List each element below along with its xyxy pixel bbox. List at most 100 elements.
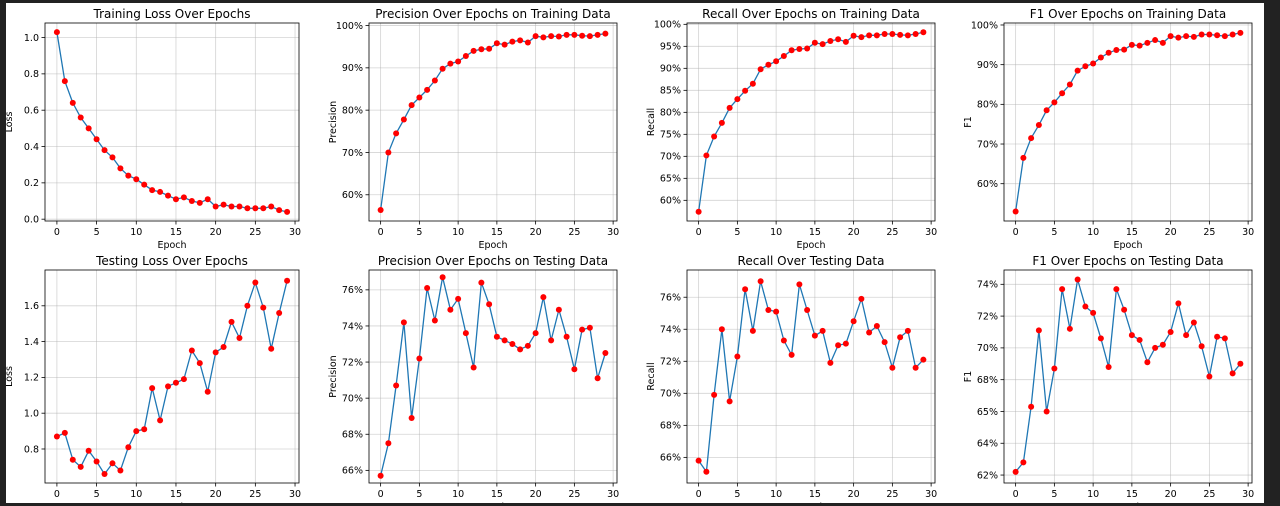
x-tick-label: 30	[1242, 489, 1254, 500]
x-tick-label: 5	[1051, 227, 1057, 238]
data-point	[284, 277, 291, 284]
data-point	[1113, 46, 1120, 53]
data-point	[920, 29, 927, 36]
x-axis-label: Epoch	[1113, 240, 1142, 251]
data-point	[1128, 332, 1135, 339]
y-tick-label: 72%	[977, 311, 998, 322]
x-tick-label: 10	[1087, 489, 1099, 500]
x-tick-label: 0	[378, 489, 384, 500]
data-point	[842, 38, 849, 45]
data-point	[1237, 360, 1244, 367]
x-tick-label: 0	[378, 227, 384, 238]
data-point	[244, 205, 251, 212]
data-point	[780, 53, 787, 59]
x-tick-label: 10	[130, 227, 142, 238]
data-point	[773, 58, 780, 65]
data-point	[1035, 327, 1042, 334]
y-tick-label: 90%	[342, 63, 363, 74]
data-point	[1012, 468, 1019, 475]
data-point	[172, 379, 179, 386]
data-point	[780, 337, 787, 344]
data-point	[1082, 63, 1089, 70]
data-point	[1035, 121, 1042, 128]
y-tick-label: 70%	[660, 152, 681, 163]
x-tick-label: 10	[452, 489, 464, 500]
y-tick-label: 80%	[342, 105, 363, 116]
y-tick-label: 1.0	[24, 408, 39, 419]
data-point	[711, 133, 718, 140]
data-point	[196, 199, 203, 206]
x-tick-label: 5	[734, 489, 740, 500]
data-point	[866, 329, 873, 336]
data-point	[1167, 33, 1174, 40]
data-point	[400, 319, 407, 326]
y-tick-label: 74%	[977, 280, 998, 291]
plot-frame	[44, 22, 300, 222]
data-point	[742, 286, 749, 293]
data-point	[904, 32, 911, 39]
data-point	[385, 440, 392, 447]
data-point	[804, 45, 811, 52]
data-point	[228, 318, 235, 325]
y-tick-label: 74%	[342, 321, 363, 332]
x-axis-label: Epoch	[478, 502, 507, 503]
data-point	[236, 335, 243, 342]
data-point	[586, 324, 593, 331]
x-tick-label: 15	[809, 227, 821, 238]
data-point	[1136, 336, 1143, 343]
chart-title: Recall Over Testing Data	[738, 254, 885, 268]
chart-panel-8: 0 5 10 15 20 25 30 62% 64% 65% 68% 70% 72% 74% F1 Over…	[963, 254, 1254, 503]
data-point	[61, 78, 68, 85]
data-point	[1221, 33, 1228, 40]
data-point	[1097, 54, 1104, 61]
data-point	[212, 203, 219, 210]
data-point	[517, 346, 524, 353]
series-line	[56, 31, 288, 213]
data-point	[811, 39, 818, 46]
y-tick-label: 75%	[660, 130, 681, 141]
data-point	[819, 327, 826, 334]
x-tick-label: 0	[696, 489, 702, 500]
data-point	[1012, 208, 1019, 215]
x-tick-label: 25	[249, 489, 261, 500]
plot-frame	[44, 269, 300, 484]
data-point	[602, 350, 609, 357]
x-tick-label: 20	[530, 227, 542, 238]
x-tick-label: 15	[491, 227, 503, 238]
data-point	[101, 471, 108, 478]
data-point	[125, 172, 132, 179]
series-line	[379, 277, 607, 476]
data-point	[1121, 46, 1128, 53]
data-point	[1090, 60, 1097, 67]
data-point	[212, 349, 219, 356]
data-point	[718, 326, 725, 333]
data-point	[377, 207, 384, 213]
data-point	[734, 96, 741, 103]
y-tick-label: 65%	[977, 407, 998, 418]
x-tick-label: 25	[886, 489, 898, 500]
data-point	[188, 347, 195, 354]
x-tick-label: 5	[1051, 489, 1057, 500]
data-point	[1059, 286, 1066, 293]
data-point	[835, 36, 842, 43]
data-point	[897, 31, 904, 38]
data-point	[1198, 343, 1205, 350]
x-tick-label: 0	[696, 227, 702, 238]
data-point	[204, 196, 211, 203]
data-point	[141, 426, 148, 433]
data-point	[889, 364, 896, 371]
data-point	[695, 208, 702, 215]
x-tick-label: 10	[1087, 227, 1099, 238]
x-axis-label: Epoch	[796, 502, 825, 503]
x-tick-label: 25	[568, 227, 580, 238]
x-tick-label: 15	[809, 489, 821, 500]
y-tick-label: 66%	[342, 466, 363, 477]
data-point	[842, 340, 849, 347]
y-tick-label: 0.2	[24, 178, 39, 189]
x-tick-label: 30	[607, 489, 619, 500]
x-tick-label: 30	[925, 227, 937, 238]
data-point	[424, 86, 431, 93]
data-point	[788, 351, 795, 358]
x-tick-label: 15	[170, 227, 182, 238]
data-point	[1097, 335, 1104, 342]
